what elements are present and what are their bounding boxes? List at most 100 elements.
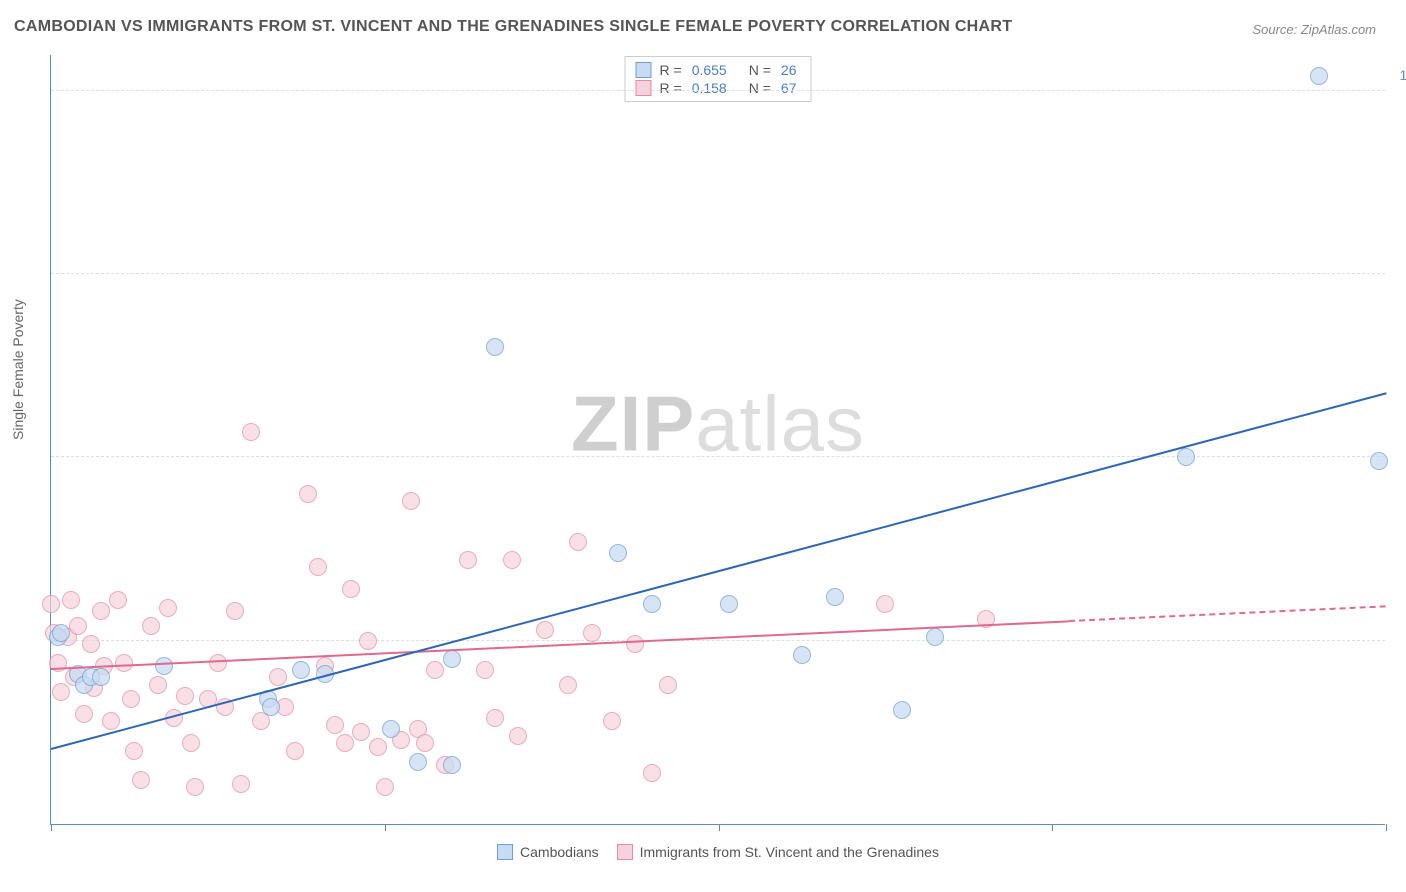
data-point <box>92 602 110 620</box>
data-point <box>603 712 621 730</box>
data-point <box>336 734 354 752</box>
data-point <box>626 635 644 653</box>
chart-title: CAMBODIAN VS IMMIGRANTS FROM ST. VINCENT… <box>14 18 1012 36</box>
data-point <box>583 624 601 642</box>
gridline <box>51 640 1385 641</box>
data-point <box>659 676 677 694</box>
legend-swatch-2 <box>636 80 652 96</box>
data-point <box>309 558 327 576</box>
x-tick <box>1386 824 1387 831</box>
data-point <box>926 628 944 646</box>
data-point <box>299 485 317 503</box>
data-point <box>359 632 377 650</box>
data-point <box>509 727 527 745</box>
x-tick <box>51 824 52 831</box>
legend-swatch-b2 <box>617 844 633 860</box>
data-point <box>42 595 60 613</box>
data-point <box>142 617 160 635</box>
data-point <box>232 775 250 793</box>
legend-label-1: Cambodians <box>520 844 599 860</box>
data-point <box>176 687 194 705</box>
legend-swatch-b1 <box>497 844 513 860</box>
y-tick-label: 100.0% <box>1400 67 1406 83</box>
data-point <box>109 591 127 609</box>
data-point <box>486 709 504 727</box>
correlation-legend: R = 0.655 N = 26 R = 0.158 N = 67 <box>625 56 812 102</box>
data-point <box>459 551 477 569</box>
legend-item-2: Immigrants from St. Vincent and the Gren… <box>617 844 939 860</box>
data-point <box>52 624 70 642</box>
data-point <box>1177 448 1195 466</box>
plot-area: ZIPatlas R = 0.655 N = 26 R = 0.158 N = … <box>50 55 1385 825</box>
n-label: N = <box>749 62 771 78</box>
data-point <box>643 595 661 613</box>
data-point <box>1370 452 1388 470</box>
data-point <box>292 661 310 679</box>
source-attribution: Source: ZipAtlas.com <box>1252 22 1376 37</box>
data-point <box>409 753 427 771</box>
data-point <box>132 771 150 789</box>
x-tick <box>1052 824 1053 831</box>
data-point <box>826 588 844 606</box>
data-point <box>122 690 140 708</box>
data-point <box>416 734 434 752</box>
data-point <box>269 668 287 686</box>
data-point <box>369 738 387 756</box>
data-point <box>69 617 87 635</box>
data-point <box>155 657 173 675</box>
series-legend: Cambodians Immigrants from St. Vincent a… <box>497 844 939 860</box>
r-value-1: 0.655 <box>692 62 727 78</box>
data-point <box>102 712 120 730</box>
data-point <box>1310 67 1328 85</box>
data-point <box>476 661 494 679</box>
legend-row-series-2: R = 0.158 N = 67 <box>636 79 797 97</box>
data-point <box>262 698 280 716</box>
data-point <box>226 602 244 620</box>
gridline <box>51 90 1385 91</box>
data-point <box>125 742 143 760</box>
gridline <box>51 273 1385 274</box>
data-point <box>82 635 100 653</box>
data-point <box>720 595 738 613</box>
data-point <box>52 683 70 701</box>
legend-row-series-1: R = 0.655 N = 26 <box>636 61 797 79</box>
trend-line <box>51 620 1069 670</box>
data-point <box>376 778 394 796</box>
data-point <box>643 764 661 782</box>
data-point <box>402 492 420 510</box>
watermark-rest: atlas <box>695 380 865 468</box>
r-label: R = <box>660 62 682 78</box>
data-point <box>382 720 400 738</box>
data-point <box>893 701 911 719</box>
y-axis-label: Single Female Poverty <box>10 299 26 440</box>
data-point <box>443 650 461 668</box>
data-point <box>182 734 200 752</box>
r-value-2: 0.158 <box>692 80 727 96</box>
data-point <box>242 423 260 441</box>
data-point <box>876 595 894 613</box>
data-point <box>486 338 504 356</box>
data-point <box>92 668 110 686</box>
n-value-2: 67 <box>781 80 797 96</box>
data-point <box>443 756 461 774</box>
data-point <box>159 599 177 617</box>
n-value-1: 26 <box>781 62 797 78</box>
data-point <box>75 705 93 723</box>
data-point <box>62 591 80 609</box>
data-point <box>569 533 587 551</box>
data-point <box>352 723 370 741</box>
data-point <box>426 661 444 679</box>
x-tick <box>385 824 386 831</box>
trend-line <box>51 393 1387 751</box>
trend-line <box>1069 606 1386 623</box>
legend-label-2: Immigrants from St. Vincent and the Gren… <box>640 844 939 860</box>
data-point <box>186 778 204 796</box>
data-point <box>286 742 304 760</box>
data-point <box>559 676 577 694</box>
data-point <box>609 544 627 562</box>
data-point <box>209 654 227 672</box>
data-point <box>342 580 360 598</box>
x-tick <box>719 824 720 831</box>
n-label: N = <box>749 80 771 96</box>
legend-item-1: Cambodians <box>497 844 599 860</box>
